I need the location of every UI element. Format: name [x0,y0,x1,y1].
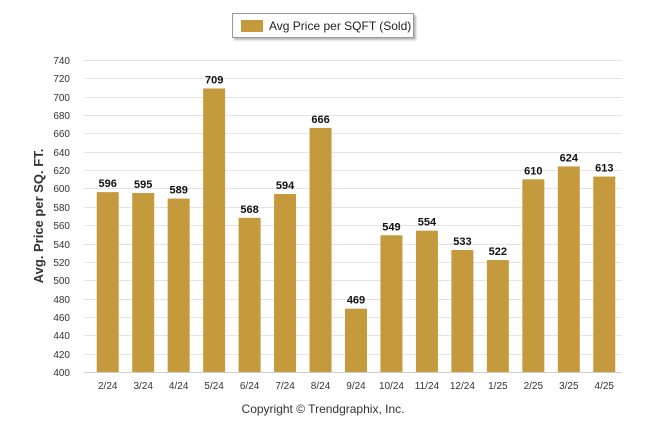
x-tick-label: 8/24 [311,381,331,392]
data-label: 595 [134,179,152,191]
bar-10-24 [380,235,403,372]
y-tick-label: 600 [53,184,70,195]
data-label: 613 [595,163,613,175]
legend-label: Avg Price per SQFT (Sold) [269,18,412,33]
x-tick-label: 9/24 [346,381,366,392]
y-tick-label: 580 [53,203,70,214]
y-axis-ticks: 400 420 440 460 480 500 520 540 560 580 600 620 640 6… [53,56,70,379]
bar-7-24 [274,193,297,372]
bar-4-25 [593,176,616,372]
x-tick-label: 3/25 [559,381,579,392]
y-tick-label: 720 [53,74,70,85]
x-tick-label: 3/24 [133,381,153,392]
bar-3-24 [132,193,155,372]
data-label: 596 [99,178,117,190]
data-label: 469 [347,295,365,307]
data-label: 554 [418,217,437,229]
data-label: 610 [524,165,542,177]
x-tick-label: 2/25 [524,381,544,392]
x-tick-label: 6/24 [240,381,260,392]
x-tick-label: 4/24 [169,381,189,392]
data-label: 533 [453,236,471,248]
bar-3-25 [557,166,580,372]
data-label: 709 [205,74,223,86]
bar-2-24 [96,192,119,372]
data-label: 594 [276,180,295,192]
data-label: 522 [489,246,507,258]
legend: Avg Price per SQFT (Sold) [232,13,414,38]
y-tick-label: 620 [53,166,70,177]
x-axis-ticks: 2/24 3/24 4/24 5/24 6/24 7/24 8/24 9/24 10/24 11/… [98,381,614,392]
data-labels: 596 595 589 709 568 594 666 469 549 554 533 522 610 6… [99,74,614,306]
y-tick-label: 400 [53,368,70,379]
data-label: 589 [169,185,187,197]
data-label: 549 [382,221,400,233]
y-tick-label: 740 [53,56,70,67]
y-tick-label: 680 [53,111,70,122]
x-tick-label: 12/24 [450,381,475,392]
x-tick-label: 5/24 [204,381,224,392]
bar-11-24 [415,230,438,372]
bar-6-24 [238,217,261,372]
x-tick-label: 4/25 [595,381,615,392]
y-tick-label: 660 [53,129,70,140]
y-tick-label: 540 [53,240,70,251]
y-tick-label: 440 [53,331,70,342]
copyright-text: Copyright © Trendgraphix, Inc. [241,402,405,416]
y-tick-label: 520 [53,258,70,269]
bar-2-25 [522,179,545,372]
x-tick-label: 2/24 [98,381,118,392]
bars [96,88,616,373]
bar-1-25 [486,260,509,372]
legend-swatch [241,19,263,32]
y-axis-title: Avg. Price per SQ. FT. [31,149,46,284]
y-tick-label: 500 [53,276,70,287]
data-label: 624 [560,152,579,164]
bar-5-24 [203,88,226,373]
data-label: 666 [311,114,329,126]
bar-9-24 [345,308,367,372]
bar-4-24 [167,198,190,372]
x-tick-label: 11/24 [415,381,440,392]
x-tick-label: 1/25 [488,381,508,392]
bar-12-24 [451,249,474,372]
y-tick-label: 700 [53,93,70,104]
bar-8-24 [309,127,332,372]
data-label: 568 [240,204,258,216]
y-tick-label: 560 [53,221,70,232]
y-tick-label: 460 [53,313,70,324]
y-tick-label: 640 [53,148,70,159]
y-tick-label: 420 [53,350,70,361]
x-tick-label: 7/24 [275,381,295,392]
x-tick-label: 10/24 [379,381,404,392]
y-tick-label: 480 [53,295,70,306]
